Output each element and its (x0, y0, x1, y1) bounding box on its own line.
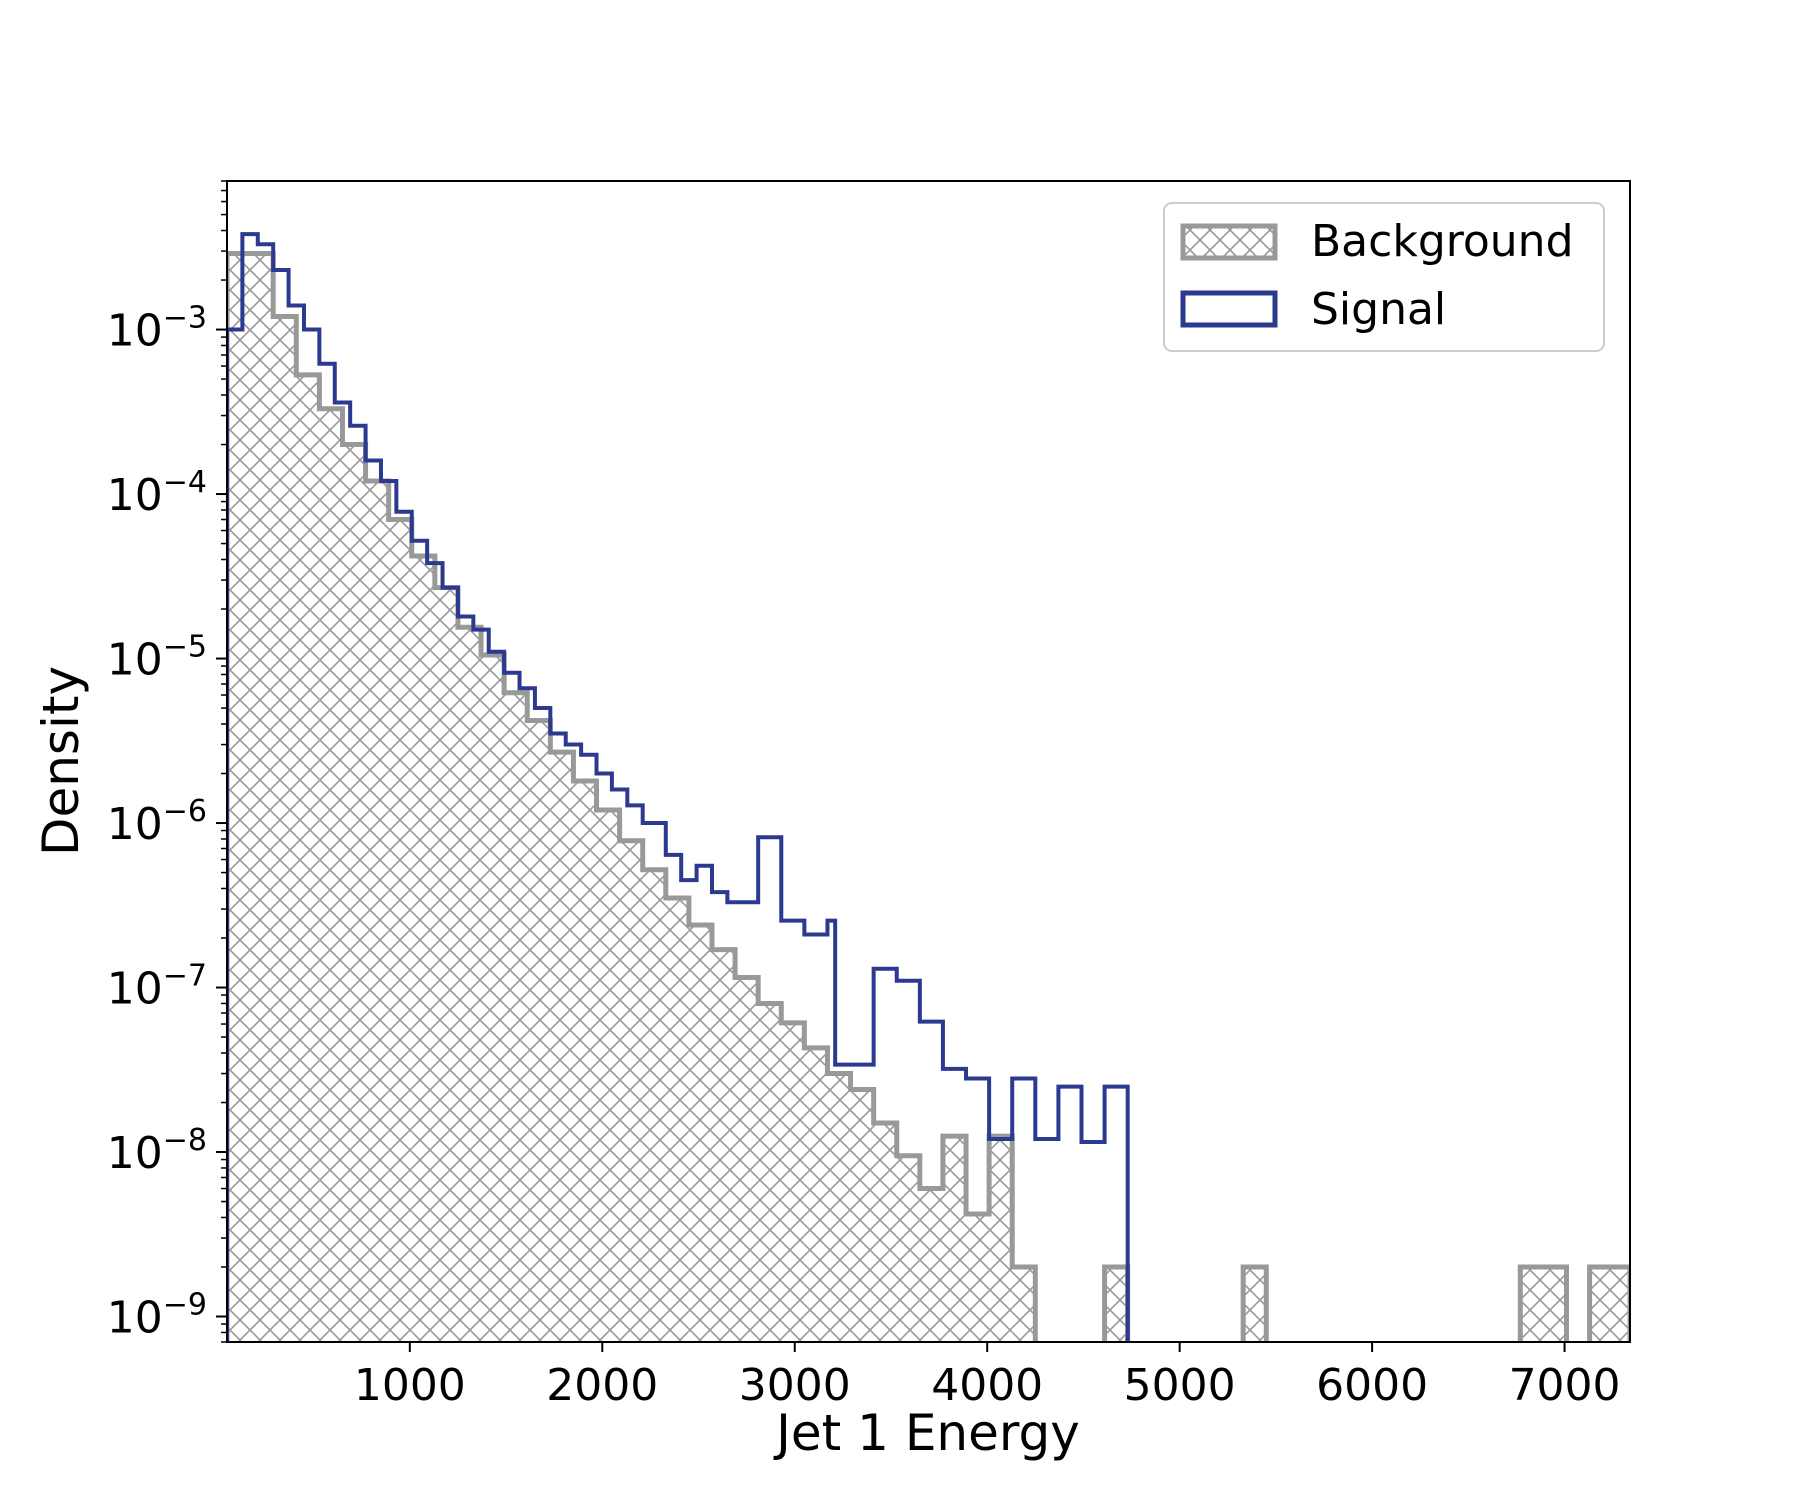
background-bar-0 (227, 253, 251, 1342)
x-tick-label: 6000 (1316, 1360, 1428, 1411)
background-bar-10 (457, 627, 482, 1342)
legend-swatch-signal (1180, 290, 1278, 328)
background-bar-29 (896, 1155, 920, 1342)
background-bar-21 (711, 949, 736, 1342)
background-bar-1 (250, 253, 274, 1342)
background-bar-33 (989, 1136, 1013, 1342)
plot-area (227, 232, 1630, 1342)
x-tick-label: 7000 (1509, 1360, 1621, 1411)
background-bar-11 (481, 655, 505, 1342)
background-outline (227, 250, 1630, 1342)
axes-frame (226, 180, 1631, 1343)
background-bar-28 (873, 1123, 897, 1342)
background-bar-18 (642, 869, 666, 1342)
y-tick-label: 10−7 (107, 959, 207, 1015)
x-tick-label: 3000 (739, 1360, 851, 1411)
legend: Background Signal (1163, 202, 1605, 352)
y-axis-label: Density (32, 666, 90, 856)
x-tick-label: 4000 (931, 1360, 1043, 1411)
legend-swatch-background (1180, 223, 1278, 261)
background-bar-14 (550, 752, 574, 1342)
y-tick-label: 10−8 (107, 1123, 207, 1179)
background-bar-36 (1243, 1267, 1267, 1342)
y-tick-label: 10−5 (107, 630, 207, 686)
background-bar-4 (319, 408, 343, 1342)
bars-layer (227, 253, 1630, 1342)
x-tick-label: 5000 (1124, 1360, 1236, 1411)
outline-layer (227, 232, 1630, 1342)
background-bar-37 (1520, 1267, 1567, 1342)
y-tick-label: 10−6 (107, 794, 207, 850)
background-bar-25 (804, 1047, 828, 1342)
y-tick-label: 10−9 (107, 1288, 207, 1344)
background-bar-24 (781, 1022, 805, 1342)
background-bar-19 (665, 898, 689, 1342)
background-bar-3 (296, 374, 320, 1342)
background-bar-26 (827, 1073, 851, 1342)
x-axis-label: Jet 1 Energy (773, 1404, 1080, 1462)
background-bar-23 (758, 1003, 782, 1342)
background-bar-13 (527, 720, 551, 1342)
background-bar-5 (342, 444, 366, 1342)
y-tick-label: 10−4 (107, 465, 207, 521)
background-bar-9 (434, 587, 458, 1342)
signal-outline (227, 232, 1130, 1342)
background-bar-12 (504, 692, 528, 1342)
background-bar-6 (365, 481, 389, 1342)
background-bar-38 (1589, 1267, 1630, 1342)
x-axis-ticks: 1000 2000 3000 4000 5000 6000 7000 (354, 1342, 1621, 1411)
background-bar-8 (411, 556, 435, 1342)
background-bar-31 (942, 1136, 967, 1342)
background-bar-35 (1104, 1267, 1128, 1342)
background-bar-32 (966, 1213, 990, 1342)
legend-label-signal: Signal (1311, 284, 1446, 335)
x-tick-label: 2000 (546, 1360, 658, 1411)
background-bar-27 (850, 1089, 874, 1342)
legend-label-background: Background (1311, 216, 1574, 267)
background-bar-2 (273, 316, 297, 1342)
background-bar-34 (1012, 1267, 1036, 1342)
background-bar-30 (919, 1188, 943, 1342)
background-bar-22 (735, 977, 759, 1342)
background-bar-20 (688, 924, 712, 1342)
background-bar-17 (619, 840, 643, 1342)
background-bar-15 (573, 781, 597, 1342)
background-bar-7 (388, 519, 412, 1342)
y-tick-label: 10−3 (107, 301, 207, 357)
background-bar-16 (596, 810, 620, 1342)
x-tick-label: 1000 (354, 1360, 466, 1411)
y-axis-ticks: 10−9 10−8 10−7 10−6 10−5 10−4 10−3 (107, 180, 227, 1344)
